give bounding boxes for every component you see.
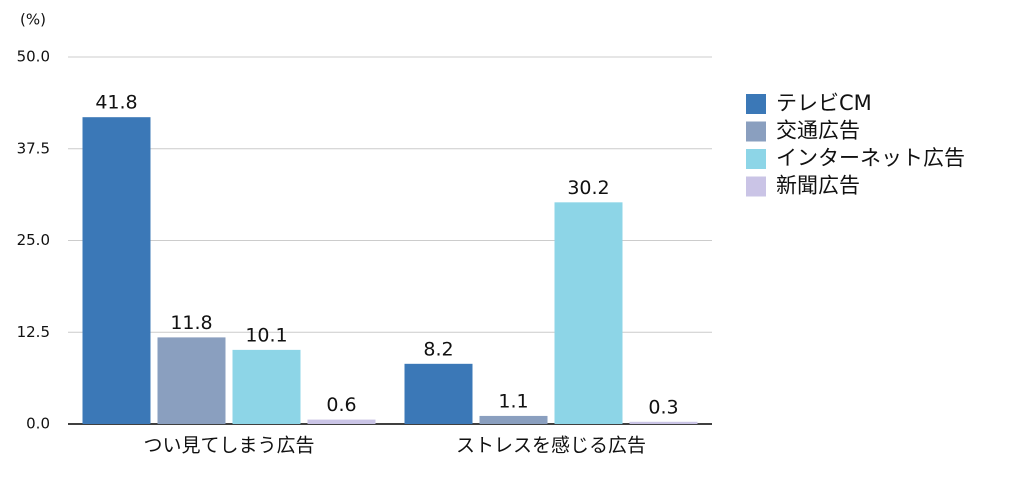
y-tick-label: 50.0 — [17, 48, 50, 66]
value-label: 41.8 — [95, 92, 137, 114]
legend-swatch — [746, 121, 766, 142]
bar — [307, 419, 376, 424]
value-label: 0.6 — [326, 394, 356, 416]
bar — [157, 337, 226, 424]
value-label: 10.1 — [245, 324, 287, 346]
value-label: 8.2 — [423, 338, 453, 360]
value-label: 11.8 — [170, 312, 212, 334]
y-tick-label: 0.0 — [26, 415, 50, 433]
x-tick-label: つい見てしまう広告 — [143, 435, 314, 457]
value-label: 30.2 — [567, 177, 609, 199]
y-axis-unit: (%) — [20, 11, 46, 29]
bar — [404, 363, 473, 424]
legend-label: 交通広告 — [776, 119, 860, 143]
y-tick-label: 37.5 — [17, 139, 50, 157]
legend-swatch — [746, 149, 766, 169]
y-tick-label: 25.0 — [17, 231, 50, 249]
legend-swatch — [746, 176, 766, 197]
bar — [554, 202, 623, 424]
bar — [82, 117, 151, 425]
x-tick-label: ストレスを感じる広告 — [456, 435, 646, 457]
bar — [479, 415, 548, 424]
value-label: 0.3 — [648, 396, 678, 418]
value-label: 1.1 — [498, 390, 528, 412]
legend-swatch — [746, 94, 766, 114]
legend-label: 新聞広告 — [776, 174, 860, 198]
y-tick-label: 12.5 — [17, 323, 50, 341]
legend-label: インターネット広告 — [776, 146, 965, 170]
legend-label: テレビCM — [776, 91, 872, 115]
bar — [232, 349, 301, 424]
bar — [629, 421, 698, 424]
